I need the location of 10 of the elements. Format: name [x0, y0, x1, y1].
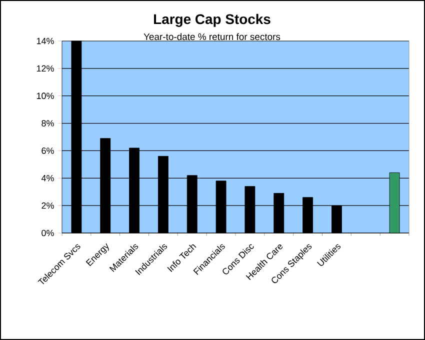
- y-tick-label: 6%: [42, 148, 54, 154]
- y-tick-label: 2%: [42, 202, 54, 209]
- y-tick-label: 14%: [36, 38, 54, 44]
- chart-subtitle: Year-to-date % return for sectors: [144, 33, 280, 40]
- y-tick-label: 12%: [36, 65, 54, 72]
- y-tick-label: 8%: [42, 120, 54, 126]
- y-tick-label: 4%: [41, 175, 54, 182]
- y-tick-label: 10%: [36, 92, 54, 100]
- chart-title: Large Cap Stocks: [154, 14, 270, 27]
- y-tick-label: 0%: [42, 230, 54, 236]
